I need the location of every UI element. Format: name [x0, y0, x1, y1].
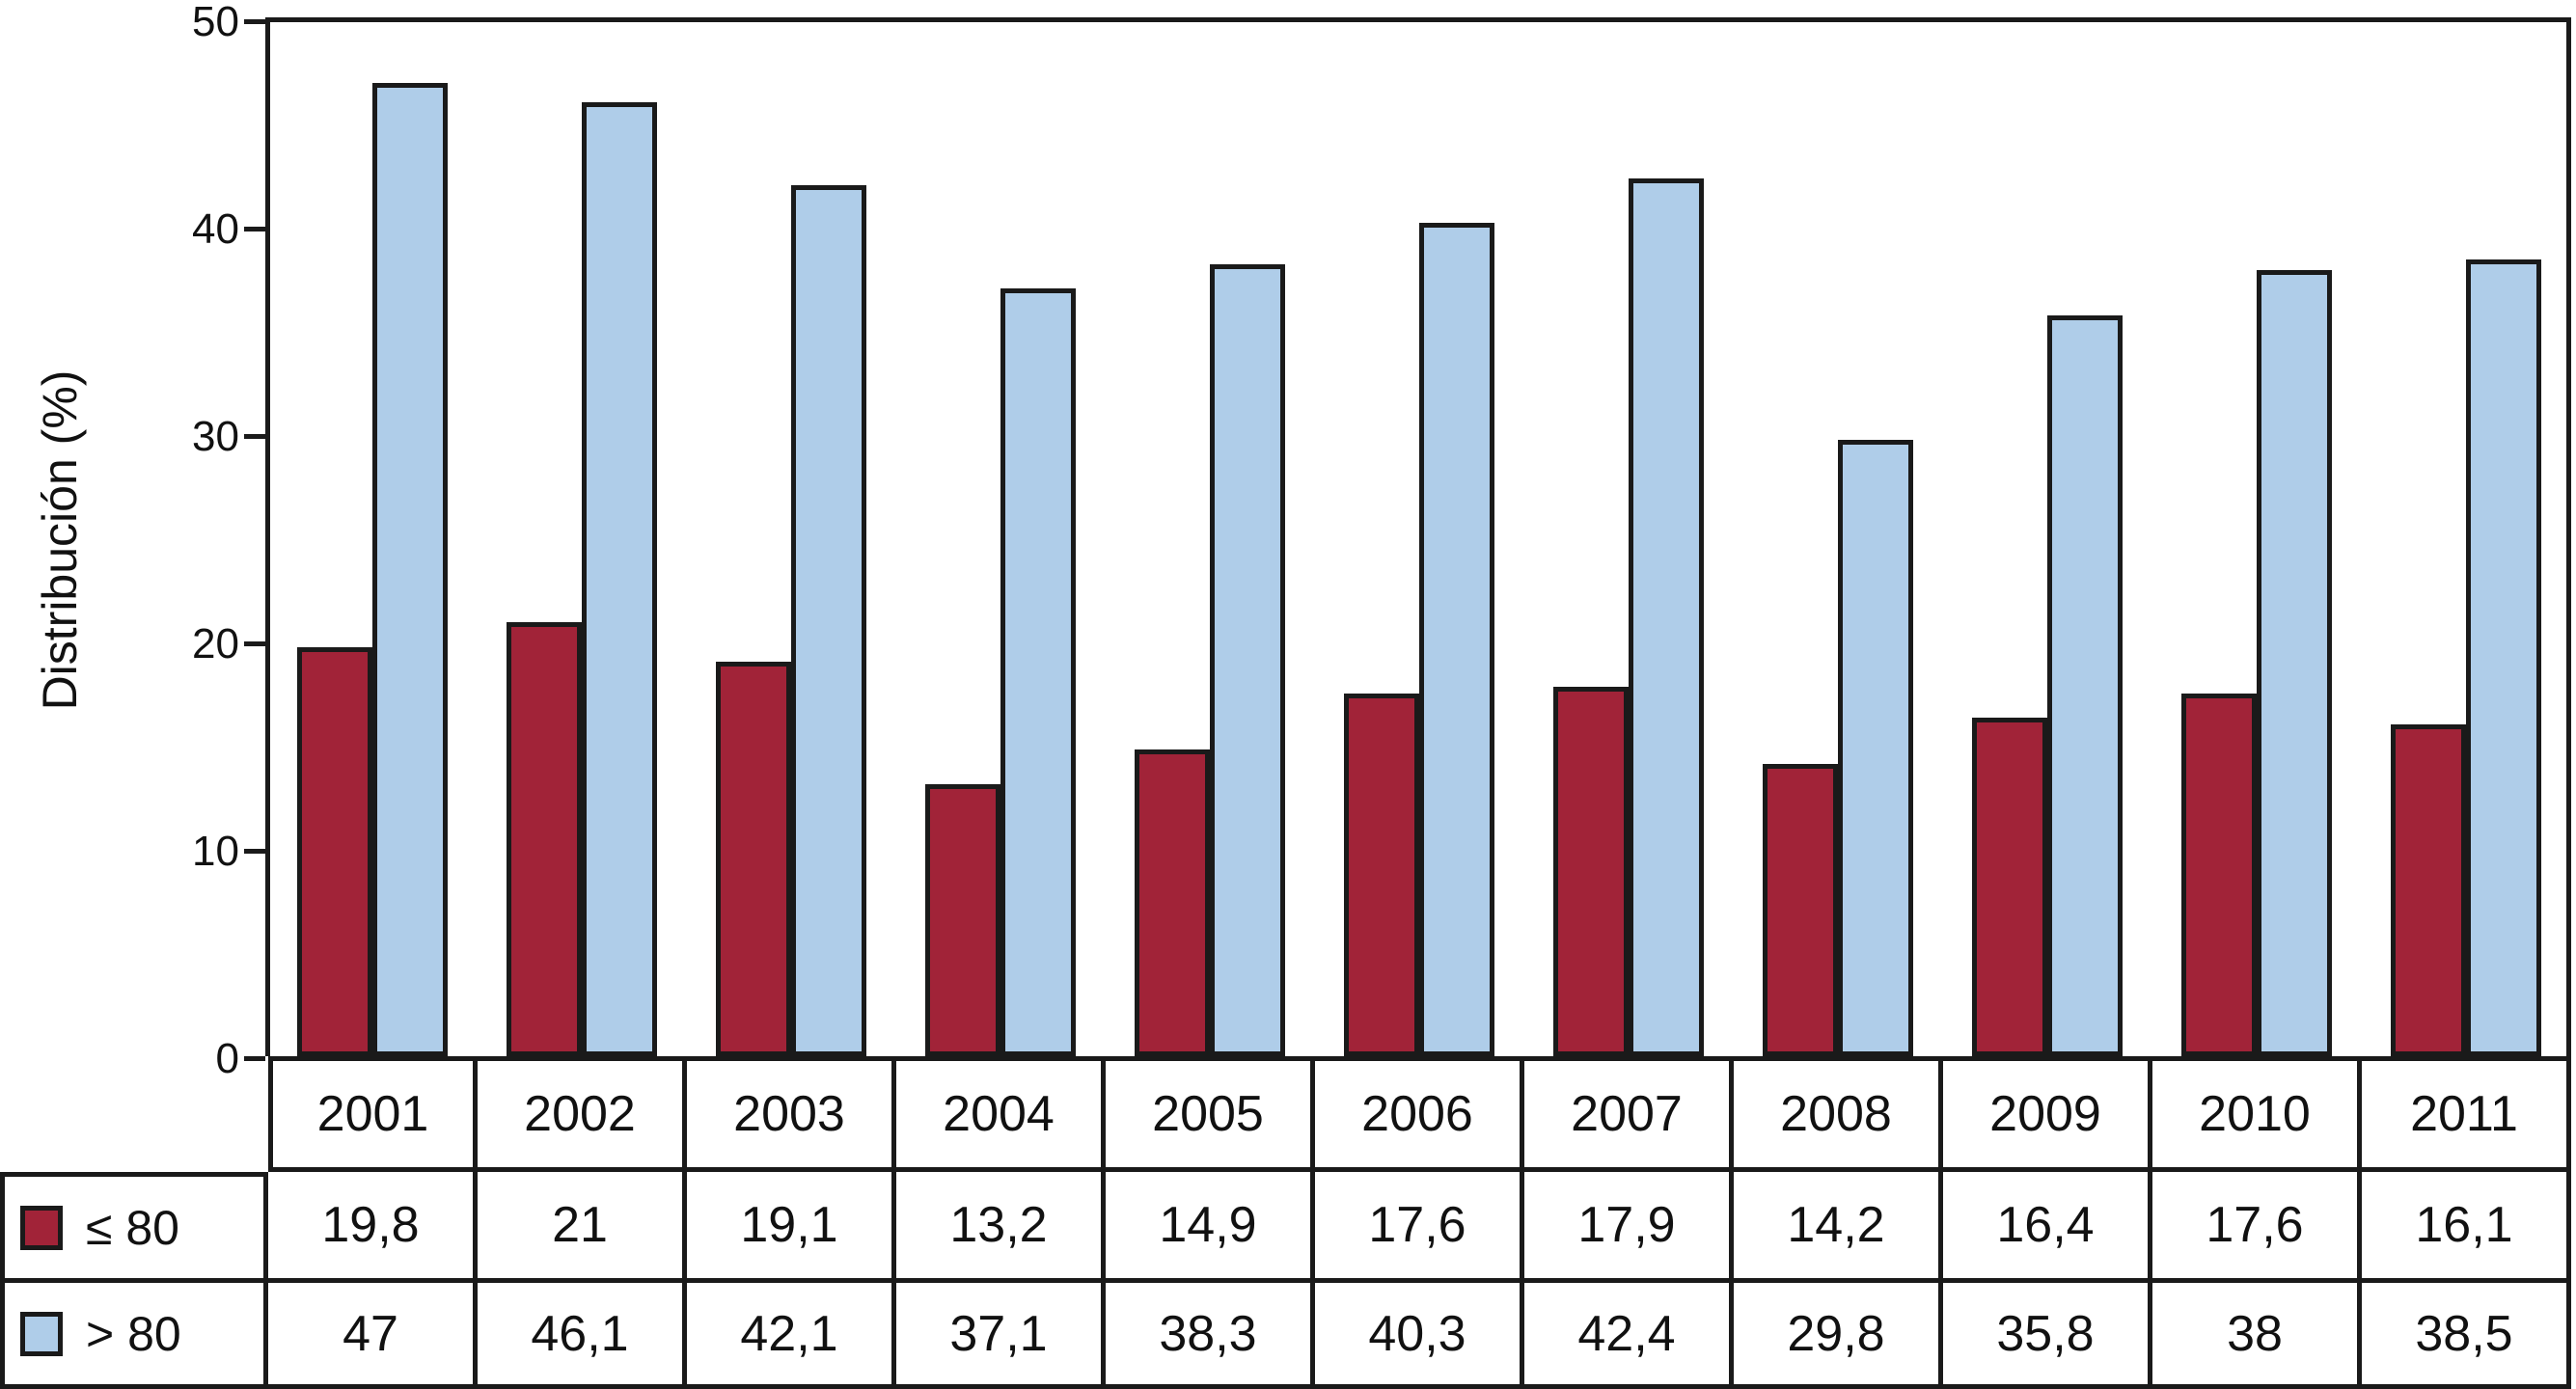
bar-series2-2005 — [1210, 264, 1285, 1056]
bar-series1-2010 — [2181, 694, 2257, 1056]
table-corner-blank — [0, 1056, 268, 1172]
year-header-cell: 2005 — [1106, 1056, 1315, 1172]
value-cell: 16,4 — [1943, 1172, 2152, 1283]
y-tick-mark — [244, 1056, 265, 1061]
year-header-cell: 2007 — [1524, 1056, 1734, 1172]
value-cell: 17,6 — [2152, 1172, 2362, 1283]
bar-series1-2011 — [2391, 724, 2466, 1056]
value-cell: 38,3 — [1106, 1283, 1315, 1389]
y-tick-label: 20 — [192, 619, 239, 667]
value-cell: 35,8 — [1943, 1283, 2152, 1389]
year-header-cell: 2004 — [896, 1056, 1106, 1172]
value-cell: 16,1 — [2362, 1172, 2571, 1283]
value-cell: 14,9 — [1106, 1172, 1315, 1283]
y-tick-label: 40 — [192, 204, 239, 253]
y-tick-mark — [244, 19, 265, 24]
value-cell: 19,1 — [687, 1172, 896, 1283]
bar-series2-2009 — [2047, 315, 2123, 1056]
year-header-cell: 2003 — [687, 1056, 896, 1172]
bar-series1-2009 — [1972, 718, 2047, 1056]
bar-series1-2002 — [507, 622, 582, 1056]
value-cell: 47 — [268, 1283, 478, 1389]
legend-cell: ≤ 80 — [0, 1172, 268, 1283]
bar-series2-2007 — [1629, 178, 1704, 1056]
value-cell: 37,1 — [896, 1283, 1106, 1389]
value-cell: 14,2 — [1734, 1172, 1943, 1283]
year-header-cell: 2001 — [268, 1056, 478, 1172]
legend-label: ≤ 80 — [86, 1200, 179, 1255]
value-cell: 46,1 — [478, 1283, 687, 1389]
bar-series1-2007 — [1553, 687, 1629, 1056]
year-header-cell: 2008 — [1734, 1056, 1943, 1172]
bar-series2-2010 — [2257, 270, 2332, 1056]
y-axis-title: Distribución (%) — [33, 369, 87, 711]
data-table: 2001 2002 2003 2004 2005 2006 2007 2008 2009 2010… — [0, 1056, 2571, 1389]
value-cell: 38,5 — [2362, 1283, 2571, 1389]
value-cell: 17,9 — [1524, 1172, 1734, 1283]
value-cell: 19,8 — [268, 1172, 478, 1283]
value-cell: 40,3 — [1315, 1283, 1524, 1389]
value-cell: 21 — [478, 1172, 687, 1283]
year-header-cell: 2011 — [2362, 1056, 2571, 1172]
bar-series2-2006 — [1419, 223, 1494, 1056]
bar-series2-2003 — [791, 185, 866, 1056]
value-cell: 17,6 — [1315, 1172, 1524, 1283]
bar-series1-2006 — [1344, 694, 1419, 1056]
bar-series1-2004 — [925, 784, 1000, 1056]
y-tick-mark — [244, 641, 265, 646]
bar-series1-2003 — [716, 662, 791, 1056]
bar-series2-2004 — [1000, 288, 1076, 1056]
bar-series1-2005 — [1135, 749, 1210, 1056]
value-cell: 29,8 — [1734, 1283, 1943, 1389]
y-tick-label: 0 — [215, 1034, 239, 1082]
bar-series1-2008 — [1763, 764, 1838, 1056]
plot-area — [265, 17, 2571, 1056]
y-tick-mark — [244, 849, 265, 854]
y-tick-mark — [244, 227, 265, 232]
bar-series2-2001 — [372, 83, 448, 1056]
legend-label: > 80 — [86, 1306, 181, 1361]
bar-series2-2011 — [2466, 259, 2541, 1056]
legend-swatch-icon — [20, 1205, 63, 1250]
y-tick-label: 30 — [192, 412, 239, 460]
bar-series2-2002 — [582, 102, 657, 1056]
year-header-cell: 2010 — [2152, 1056, 2362, 1172]
value-cell: 42,4 — [1524, 1283, 1734, 1389]
value-cell: 42,1 — [687, 1283, 896, 1389]
y-tick-label: 50 — [192, 0, 239, 45]
year-header-cell: 2002 — [478, 1056, 687, 1172]
value-cell: 13,2 — [896, 1172, 1106, 1283]
y-tick-label: 10 — [192, 827, 239, 875]
bar-series2-2008 — [1838, 440, 1913, 1056]
value-cell: 38 — [2152, 1283, 2362, 1389]
year-header-cell: 2006 — [1315, 1056, 1524, 1172]
y-tick-mark — [244, 434, 265, 439]
legend-cell: > 80 — [0, 1283, 268, 1389]
bar-series1-2001 — [297, 647, 372, 1056]
legend-swatch-icon — [20, 1311, 63, 1356]
year-header-cell: 2009 — [1943, 1056, 2152, 1172]
